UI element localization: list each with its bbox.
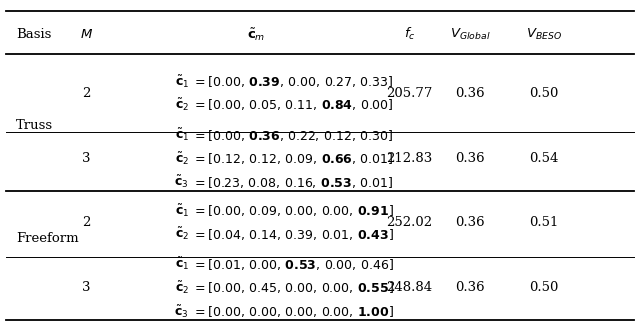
Text: $\tilde{\mathbf{c}}_3$: $\tilde{\mathbf{c}}_3$ [174,303,189,319]
Text: 252.02: 252.02 [387,216,433,229]
Text: 3: 3 [82,281,91,294]
Text: $M$: $M$ [80,28,93,41]
Text: 248.84: 248.84 [387,281,433,294]
Text: $\tilde{\mathbf{c}}_3$: $\tilde{\mathbf{c}}_3$ [174,174,189,190]
Text: 2: 2 [82,87,91,100]
Text: $\tilde{\mathbf{c}}_2$: $\tilde{\mathbf{c}}_2$ [175,97,189,113]
Text: 0.36: 0.36 [456,152,485,165]
Text: $= [0.12,\,0.12,\,0.09,\,\mathbf{0.66},\,0.01]$: $= [0.12,\,0.12,\,0.09,\,\mathbf{0.66},\… [192,151,394,166]
Text: $V_{BESO}$: $V_{BESO}$ [526,27,562,42]
Text: Freeform: Freeform [16,232,79,245]
Text: 205.77: 205.77 [387,87,433,100]
Text: $V_{Global}$: $V_{Global}$ [450,27,491,42]
Text: 0.54: 0.54 [529,152,559,165]
Text: 0.36: 0.36 [456,216,485,229]
Text: $= [0.00,\,0.00,\,0.00,\,0.00,\,\mathbf{1.00}]$: $= [0.00,\,0.00,\,0.00,\,0.00,\,\mathbf{… [192,304,394,319]
Text: $= [0.00,\,0.09,\,0.00,\,0.00,\,\mathbf{0.91}]$: $= [0.00,\,0.09,\,0.00,\,0.00,\,\mathbf{… [192,203,394,218]
Text: $= [0.23,\,0.08,\,0.16,\,\mathbf{0.53},\,0.01]$: $= [0.23,\,0.08,\,0.16,\,\mathbf{0.53},\… [192,175,394,190]
Text: 0.51: 0.51 [529,216,559,229]
Text: 212.83: 212.83 [387,152,433,165]
Text: Truss: Truss [16,119,53,132]
Text: $\tilde{\mathbf{c}}_1$: $\tilde{\mathbf{c}}_1$ [175,256,189,272]
Text: $\tilde{\mathbf{c}}_1$: $\tilde{\mathbf{c}}_1$ [175,127,189,143]
Text: 0.36: 0.36 [456,87,485,100]
Text: $f_c$: $f_c$ [404,26,415,43]
Text: $\tilde{\mathbf{c}}_1$: $\tilde{\mathbf{c}}_1$ [175,202,189,219]
Text: $= [0.01,\,0.00,\,\mathbf{0.53},\,0.00,\,0.46]$: $= [0.01,\,0.00,\,\mathbf{0.53},\,0.00,\… [192,257,394,272]
Text: $= [0.00,\,0.45,\,0.00,\,0.00,\,\mathbf{0.55}]$: $= [0.00,\,0.45,\,0.00,\,0.00,\,\mathbf{… [192,280,394,295]
Text: 3: 3 [82,152,91,165]
Text: 2: 2 [82,216,91,229]
Text: $\tilde{\mathbf{c}}_1$: $\tilde{\mathbf{c}}_1$ [175,73,189,90]
Text: $\tilde{\mathbf{c}}_2$: $\tilde{\mathbf{c}}_2$ [175,226,189,242]
Text: $\tilde{\mathbf{c}}_m$: $\tilde{\mathbf{c}}_m$ [247,26,265,43]
Text: 0.36: 0.36 [456,281,485,294]
Text: $= [0.04,\,0.14,\,0.39,\,0.01,\,\mathbf{0.43}]$: $= [0.04,\,0.14,\,0.39,\,0.01,\,\mathbf{… [192,227,394,242]
Text: Basis: Basis [16,28,51,41]
Text: 0.50: 0.50 [529,281,559,294]
Text: $= [0.00,\,\mathbf{0.39},\,0.00,\,0.27,\,0.33]$: $= [0.00,\,\mathbf{0.39},\,0.00,\,0.27,\… [192,74,394,89]
Text: $\tilde{\mathbf{c}}_2$: $\tilde{\mathbf{c}}_2$ [175,150,189,167]
Text: 0.50: 0.50 [529,87,559,100]
Text: $= [0.00,\,\mathbf{0.36},\,0.22,\,0.12,\,0.30]$: $= [0.00,\,\mathbf{0.36},\,0.22,\,0.12,\… [192,128,394,143]
Text: $\tilde{\mathbf{c}}_2$: $\tilde{\mathbf{c}}_2$ [175,280,189,296]
Text: $= [0.00,\,0.05,\,0.11,\,\mathbf{0.84},\,0.00]$: $= [0.00,\,0.05,\,0.11,\,\mathbf{0.84},\… [192,97,394,112]
